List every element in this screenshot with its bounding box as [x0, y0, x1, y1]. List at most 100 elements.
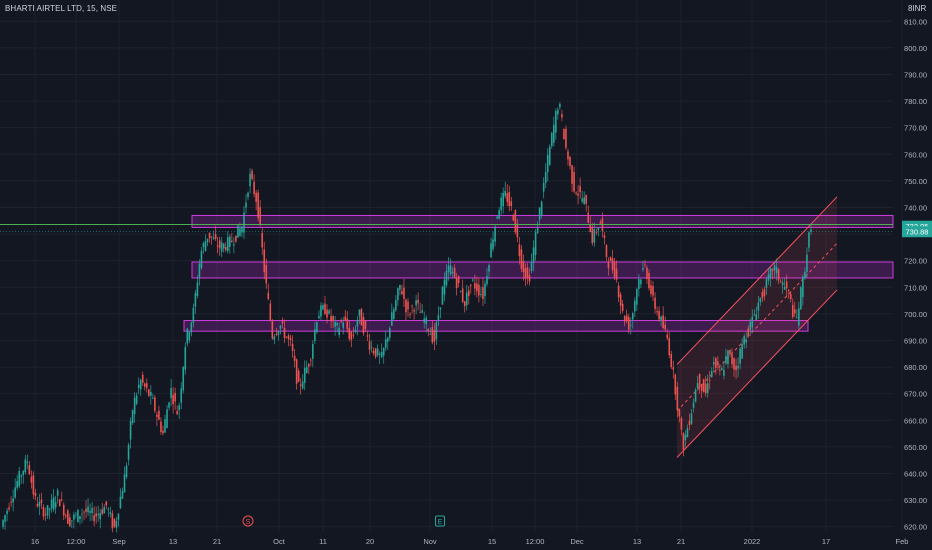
candle-body [199, 264, 201, 278]
candle-body [758, 303, 760, 311]
support-resistance-zone[interactable] [192, 215, 893, 227]
candle-body [504, 191, 506, 196]
candle-body [227, 237, 229, 251]
candle-body [138, 385, 140, 388]
candle[interactable] [257, 190, 259, 222]
candle-body [61, 499, 63, 500]
candle-body [747, 329, 749, 337]
candle-body [654, 298, 656, 309]
candle-body [164, 419, 166, 432]
candle-body [387, 338, 389, 342]
candle-body [342, 323, 344, 328]
candle[interactable] [703, 379, 705, 393]
candle-body [679, 410, 681, 417]
candle-body [555, 111, 557, 132]
candle-body [282, 321, 284, 323]
candle-body [537, 228, 539, 233]
candle-body [806, 255, 808, 272]
candle-body [365, 321, 367, 329]
candle[interactable] [549, 144, 551, 166]
x-tick-label: Oct [273, 537, 286, 546]
candle-body [211, 236, 213, 237]
candle-body [432, 327, 434, 342]
candle-body [73, 515, 75, 520]
candle-body [646, 268, 648, 279]
candle-body [276, 334, 278, 335]
candle[interactable] [77, 509, 79, 523]
candle-body [174, 393, 176, 401]
candle-body [450, 265, 452, 274]
candle-body [693, 403, 695, 408]
candle-body [316, 322, 318, 332]
candle-body [393, 309, 395, 319]
candle[interactable] [361, 308, 363, 326]
candle-body [624, 316, 626, 321]
candle-body [729, 350, 731, 354]
candle[interactable] [59, 499, 61, 506]
candle-body [255, 193, 257, 202]
candle-body [462, 288, 464, 301]
x-tick-label: Sep [112, 537, 125, 546]
candle-body [91, 508, 93, 513]
candle-body [160, 422, 162, 432]
candle-body [168, 402, 170, 407]
candle[interactable] [541, 200, 543, 218]
candle[interactable] [154, 395, 156, 413]
candle-body [43, 507, 45, 516]
candle[interactable] [565, 125, 567, 149]
candle-body [304, 368, 306, 383]
candle-body [63, 505, 65, 516]
candle-body [18, 471, 20, 486]
candle-body [634, 301, 636, 312]
candle[interactable] [695, 388, 697, 402]
candle-body [75, 514, 77, 515]
candle-body [320, 306, 322, 317]
candle-body [553, 125, 555, 143]
candle-body [798, 308, 800, 325]
candle-body [261, 233, 263, 248]
candle-body [723, 370, 725, 376]
candle-body [721, 368, 723, 370]
candle-body [670, 354, 672, 367]
candle[interactable] [132, 409, 134, 424]
candle-body [231, 241, 233, 242]
candle[interactable] [67, 509, 69, 524]
candle[interactable] [182, 366, 184, 393]
candle-body [93, 515, 95, 521]
candle[interactable] [272, 319, 274, 340]
candle[interactable] [515, 209, 517, 234]
candle-body [235, 236, 237, 242]
candle-body [253, 182, 255, 194]
candle-body [413, 310, 415, 312]
candle-body [403, 288, 405, 299]
candle[interactable] [442, 286, 444, 305]
candle-body [351, 332, 353, 340]
candle-body [33, 475, 35, 494]
candle[interactable] [800, 286, 802, 310]
candle-body [97, 514, 99, 515]
candle-body [565, 129, 567, 148]
candle-body [583, 198, 585, 204]
candle-body [691, 413, 693, 423]
candle-body [794, 309, 796, 313]
candle-body [515, 210, 517, 232]
candle-body [743, 336, 745, 344]
candle-body [614, 262, 616, 277]
candle-body [158, 411, 160, 420]
candle[interactable] [563, 129, 565, 140]
candle-body [243, 213, 245, 233]
candle-body [326, 310, 328, 318]
candle-body [312, 344, 314, 359]
candle-body [112, 513, 114, 528]
candle-body [257, 193, 259, 219]
candle-body [731, 354, 733, 364]
event-marker-label: E [438, 519, 443, 526]
candle-body [733, 358, 735, 369]
candle-body [344, 316, 346, 320]
candle[interactable] [316, 321, 318, 334]
candle-body [24, 459, 26, 472]
candle-body [508, 192, 510, 206]
candle-body [535, 232, 537, 254]
